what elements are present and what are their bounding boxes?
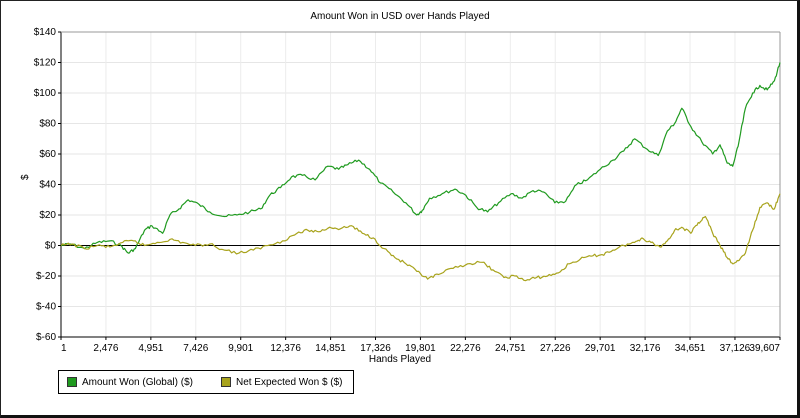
series-line-net-expected bbox=[60, 193, 781, 282]
chart-title: Amount Won in USD over Hands Played bbox=[310, 11, 490, 22]
legend: Amount Won (Global) ($) Net Expected Won… bbox=[58, 370, 354, 394]
y-tick-label: $-20 bbox=[36, 271, 56, 282]
x-tick-label: 19,801 bbox=[405, 343, 436, 354]
x-axis-label: Hands Played bbox=[368, 354, 432, 365]
y-tick-label: $80 bbox=[39, 119, 56, 130]
y-tick-label: $60 bbox=[39, 149, 56, 160]
x-tick-label: 34,651 bbox=[675, 343, 706, 354]
legend-swatch-net-expected bbox=[220, 377, 231, 387]
x-tick-label: 22,276 bbox=[450, 343, 481, 354]
x-tick-label: 4,951 bbox=[138, 343, 163, 354]
x-tick-label: 7,426 bbox=[183, 343, 208, 354]
x-tick-label: 12,376 bbox=[270, 343, 301, 354]
legend-swatch-amount-won bbox=[67, 377, 77, 387]
x-tick-label: 24,751 bbox=[495, 343, 526, 354]
x-tick-label: 37,126 bbox=[720, 343, 751, 354]
y-tick-label: $20 bbox=[39, 210, 56, 221]
y-tick-label: $100 bbox=[34, 88, 57, 99]
y-tick-label: $-60 bbox=[36, 332, 56, 343]
y-tick-label: $40 bbox=[39, 180, 56, 191]
x-tick-label: 9,901 bbox=[228, 343, 253, 354]
x-tick-label: 1 bbox=[61, 343, 67, 354]
x-tick-label: 2,476 bbox=[93, 343, 118, 354]
series-line-amount-won bbox=[60, 62, 781, 254]
x-tick-label: 29,701 bbox=[585, 343, 616, 354]
y-tick-label: $0 bbox=[45, 241, 57, 252]
legend-label-net-expected: Net Expected Won $ ($) bbox=[235, 376, 343, 388]
legend-item-net-expected: Net Expected Won $ ($) bbox=[220, 376, 343, 388]
x-tick-label: 32,176 bbox=[630, 343, 661, 354]
y-tick-label: $120 bbox=[34, 58, 57, 69]
y-tick-label: $-40 bbox=[36, 302, 56, 313]
x-tick-label: 27,226 bbox=[540, 343, 571, 354]
legend-item-amount-won: Amount Won (Global) ($) bbox=[67, 377, 193, 388]
x-tick-label: 14,851 bbox=[315, 343, 346, 354]
legend-label-amount-won: Amount Won (Global) ($) bbox=[82, 376, 193, 388]
y-tick-label: $140 bbox=[34, 27, 57, 38]
y-axis-label: $ bbox=[20, 174, 31, 180]
x-tick-label: 39,607 bbox=[749, 343, 780, 354]
x-tick-label: 17,326 bbox=[360, 343, 391, 354]
